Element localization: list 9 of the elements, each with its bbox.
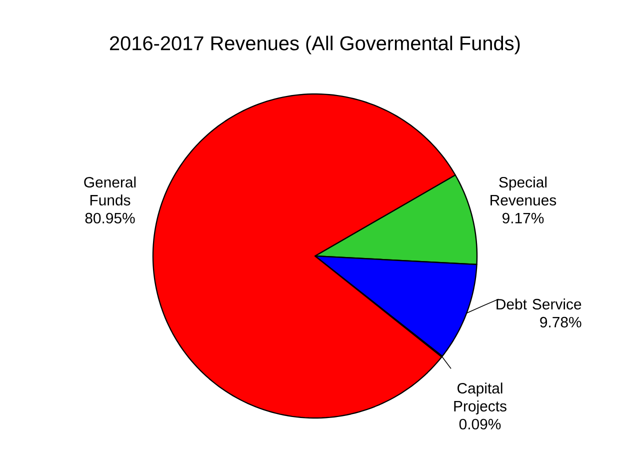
slice-label: General Funds: [84, 176, 136, 206]
data-label: 9.78%: [540, 316, 582, 328]
slice-label: Special Revenues: [490, 176, 556, 206]
slice-label: Capital Projects: [454, 382, 506, 414]
slice-label: Debt Service: [496, 298, 582, 310]
data-label: 0.09%: [459, 418, 501, 430]
chart-title: 2016-2017 Revenues (All Govermental Funds): [110, 36, 520, 54]
data-label: 80.95%: [85, 212, 135, 224]
data-label: 9.17%: [502, 212, 544, 224]
